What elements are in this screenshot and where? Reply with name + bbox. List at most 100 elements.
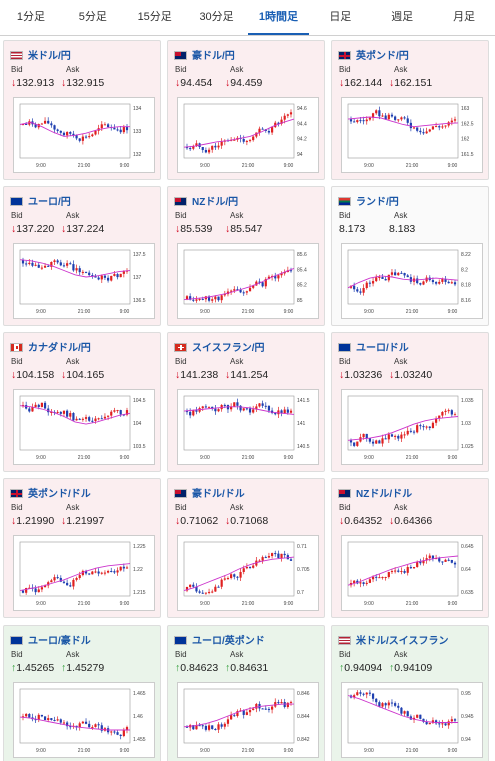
candle-body	[255, 406, 258, 410]
pair-name-link[interactable]: NZドル/円	[174, 193, 238, 208]
pair-name-link[interactable]: ユーロ/円	[10, 193, 71, 208]
pair-name-link[interactable]: ユーロ/英ポンド	[174, 632, 265, 647]
candle-body	[387, 572, 390, 577]
candle-body	[438, 415, 441, 419]
tab-timeframe[interactable]: 5分足	[78, 11, 107, 23]
mini-candlestick-chart[interactable]: 85.6 85.4 85.2 85 9:00 21:00 9:00	[177, 243, 319, 319]
y-tick-label: 103.5	[133, 444, 146, 450]
pair-name-link[interactable]: カナダドル/円	[10, 339, 91, 354]
pair-name-link[interactable]: 英ポンド/円	[338, 47, 409, 62]
ask-price: ↓1.03240	[389, 369, 432, 381]
mini-candlestick-chart[interactable]: 0.95 0.945 0.94 9:00 21:00 9:00	[341, 682, 483, 758]
mini-candlestick-chart[interactable]: 0.71 0.705 0.7 9:00 21:00 9:00	[177, 535, 319, 611]
candle-body	[444, 125, 447, 127]
mini-candlestick-chart[interactable]: 0.645 0.64 0.635 9:00 21:00 9:00	[341, 535, 483, 611]
x-tick-label: 9:00	[36, 309, 46, 315]
mini-candlestick-chart[interactable]: 8.22 8.2 8.18 8.16 9:00 21:00 9:00	[341, 243, 483, 319]
tab-timeframe[interactable]: 日足	[329, 11, 352, 23]
rate-card[interactable]: 英ポンド/円 Bid Ask ↓162.144 ↓162.151 163 162.5 162 1…	[331, 40, 489, 180]
mini-candlestick-chart[interactable]: 134 133 132 9:00 21:00 9:00	[13, 97, 155, 173]
candle-body	[378, 577, 381, 579]
x-tick-label: 9:00	[200, 309, 210, 315]
candle-body	[28, 408, 31, 412]
ask-price: ↓0.64366	[389, 515, 432, 527]
pair-name-link[interactable]: 米ドル/円	[10, 47, 71, 62]
mini-candlestick-chart[interactable]: 1.225 1.22 1.215 9:00 21:00 9:00	[13, 535, 155, 611]
rate-card[interactable]: 米ドル/円 Bid Ask ↓132.913 ↓132.915 134 133 132 9:00…	[3, 40, 161, 180]
pair-name-link[interactable]: 豪ドル/円	[174, 47, 235, 62]
candle-body	[207, 406, 211, 408]
pair-name-link[interactable]: スイスフラン/円	[174, 339, 264, 354]
candle-body	[390, 571, 394, 573]
y-tick-label: 94.2	[297, 137, 307, 143]
tab-timeframe[interactable]: 1時間足	[247, 0, 310, 35]
candle-body	[419, 425, 422, 427]
mini-candlestick-chart[interactable]: 163 162.5 162 161.5 9:00 21:00 9:00	[341, 97, 483, 173]
candle-body	[362, 433, 365, 438]
x-tick-label: 21:00	[78, 601, 91, 607]
rate-card[interactable]: 豪ドル/ドル Bid Ask ↓0.71062 ↓0.71068 0.71 0.705 0.7…	[167, 478, 325, 618]
down-arrow-icon: ↓	[61, 223, 67, 235]
x-tick-label: 21:00	[78, 455, 91, 461]
tab-timeframe[interactable]: 30分足	[199, 11, 234, 23]
rate-card[interactable]: ランド/円 Bid Ask 8.173 8.183 8.22 8.2 8.18 8.16 9:00…	[331, 186, 489, 326]
pair-name-link[interactable]: 豪ドル/ドル	[174, 485, 245, 500]
rate-card[interactable]: ユーロ/ドル Bid Ask ↓1.03236 ↓1.03240 1.035 1.03 1.0…	[331, 332, 489, 472]
ask-label: Ask	[66, 650, 80, 659]
moving-average-line	[183, 267, 295, 301]
candle-body	[245, 566, 248, 569]
candle-body	[425, 426, 428, 428]
candle-body	[103, 572, 107, 574]
tab-timeframe[interactable]: 15分足	[137, 11, 172, 23]
mini-candlestick-chart[interactable]: 141.5 141 140.5 9:00 21:00 9:00	[177, 389, 319, 465]
rate-card[interactable]: NZドル/ドル Bid Ask ↓0.64352 ↓0.64366 0.645 0.64 0.…	[331, 478, 489, 618]
candle-body	[236, 402, 239, 406]
candle-body	[56, 129, 59, 131]
eu-flag-icon	[10, 197, 23, 206]
rate-card[interactable]: ユーロ/英ポンド Bid Ask ↑0.84623 ↑0.84631 0.846 0.844…	[167, 625, 325, 761]
pair-name-link[interactable]: ランド/円	[338, 193, 399, 208]
tab-timeframe[interactable]: 1分足	[16, 11, 45, 23]
chart-svg: 8.228.28.188.169:00 21:00 9:00	[347, 249, 471, 315]
rate-card[interactable]: 豪ドル/円 Bid Ask ↓94.454 ↓94.459 94.6 94.4 94.2 94 9…	[167, 40, 325, 180]
rate-card[interactable]: ユーロ/豪ドル Bid Ask ↑1.45265 ↑1.45279 1.465 1.46 1.…	[3, 625, 161, 761]
rate-card[interactable]: スイスフラン/円 Bid Ask ↓141.238 ↓141.254 141.5 141 14…	[167, 332, 325, 472]
candle-body	[267, 405, 271, 411]
candle-body	[397, 570, 400, 572]
candle-body	[378, 702, 381, 707]
rate-card[interactable]: 英ポンド/ドル Bid Ask ↓1.21990 ↓1.21997 1.225 1.22 1.…	[3, 478, 161, 618]
candle-body	[438, 558, 441, 562]
candle-body	[349, 440, 353, 443]
ask-price: 8.183	[389, 223, 415, 235]
bid-value: 1.45265	[16, 662, 55, 674]
mini-candlestick-chart[interactable]: 1.465 1.46 1.455 9:00 21:00 9:00	[13, 682, 155, 758]
mini-candlestick-chart[interactable]: 94.6 94.4 94.2 94 9:00 21:00 9:00	[177, 97, 319, 173]
candle-body	[37, 264, 40, 268]
pair-name-link[interactable]: 米ドル/スイスフラン	[338, 632, 448, 647]
mini-candlestick-chart[interactable]: 137.5 137 136.5 9:00 21:00 9:00	[13, 243, 155, 319]
y-tick-label: 85	[297, 298, 303, 304]
rate-card[interactable]: ユーロ/円 Bid Ask ↓137.220 ↓137.224 137.5 137 136.5…	[3, 186, 161, 326]
down-arrow-icon: ↓	[389, 77, 395, 89]
down-arrow-icon: ↓	[11, 223, 17, 235]
mini-candlestick-chart[interactable]: 1.035 1.03 1.025 9:00 21:00 9:00	[341, 389, 483, 465]
down-arrow-icon: ↓	[61, 369, 67, 381]
pair-name-link[interactable]: NZドル/ドル	[338, 485, 412, 500]
pair-name-link[interactable]: 英ポンド/ドル	[10, 485, 91, 500]
candle-body	[422, 560, 425, 564]
moving-average-line	[347, 695, 458, 723]
tab-timeframe[interactable]: 週足	[391, 11, 414, 23]
rate-card[interactable]: NZドル/円 Bid Ask ↓85.539 ↓85.547 85.6 85.4 85.2 85…	[167, 186, 325, 326]
candle-body	[286, 702, 289, 708]
candle-body	[431, 422, 435, 428]
mini-candlestick-chart[interactable]: 104.5 104 103.5 9:00 21:00 9:00	[13, 389, 155, 465]
mini-candlestick-chart[interactable]: 0.846 0.844 0.842 9:00 21:00 9:00	[177, 682, 319, 758]
candle-body	[425, 558, 428, 561]
pair-name-link[interactable]: ユーロ/ドル	[338, 339, 409, 354]
x-tick-label: 21:00	[242, 748, 255, 754]
rate-card[interactable]: 米ドル/スイスフラン Bid Ask ↑0.94094 ↑0.94109 0.95 0.94…	[331, 625, 489, 761]
pair-name-link[interactable]: ユーロ/豪ドル	[10, 632, 91, 647]
tab-timeframe[interactable]: 月足	[453, 11, 476, 23]
rate-card[interactable]: カナダドル/円 Bid Ask ↓104.158 ↓104.165 104.5 104 103…	[3, 332, 161, 472]
